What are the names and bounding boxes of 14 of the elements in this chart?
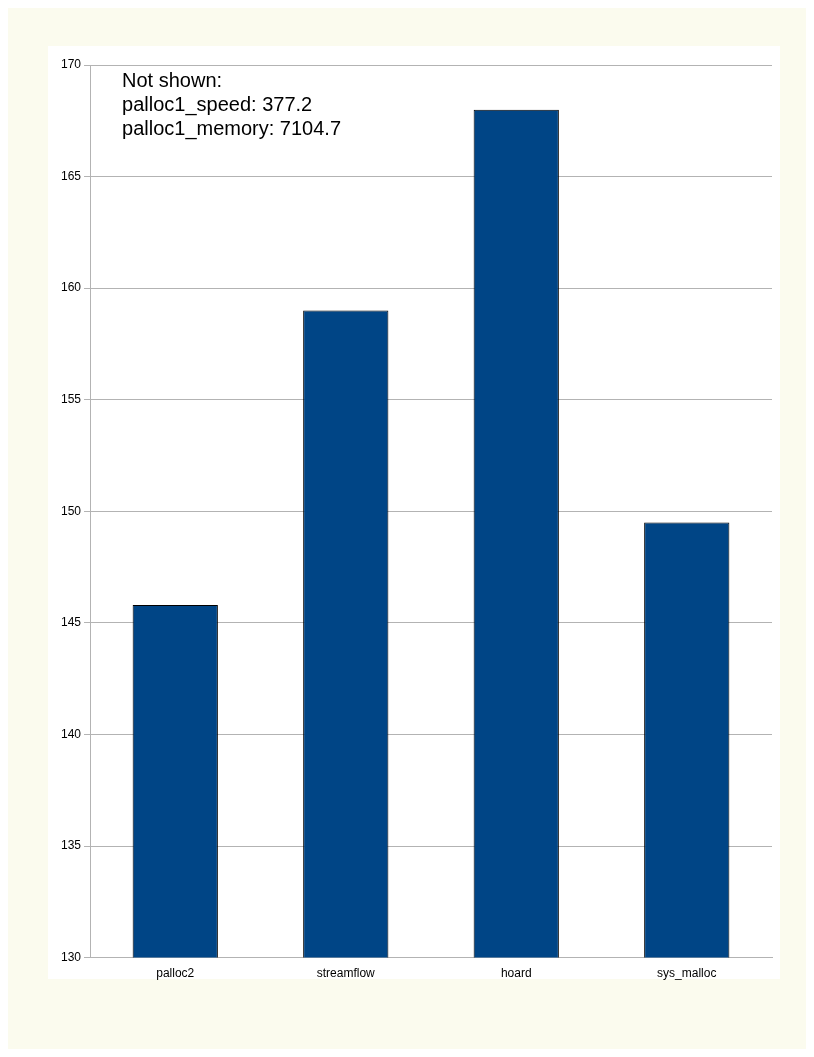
y-tick-label: 150 — [60, 503, 82, 518]
y-tick-label: 160 — [60, 280, 82, 295]
x-tick-label: sys_malloc — [657, 966, 717, 981]
y-tick-label: 155 — [60, 392, 82, 407]
x-tick-label: hoard — [500, 966, 532, 981]
y-tick-label: 170 — [60, 57, 82, 72]
annotation: Not shown: palloc1_speed: 377.2 palloc1_memory: 7104.7 — [122, 68, 342, 140]
y-tick-label: 145 — [60, 615, 82, 630]
y-tick-label: 140 — [60, 726, 82, 741]
y-tick-label: 135 — [60, 838, 82, 853]
x-tick-label: streamflow — [316, 966, 376, 981]
x-tick-label: palloc2 — [156, 966, 195, 981]
y-tick-label: 130 — [60, 949, 82, 964]
y-tick-label: 165 — [60, 168, 82, 183]
